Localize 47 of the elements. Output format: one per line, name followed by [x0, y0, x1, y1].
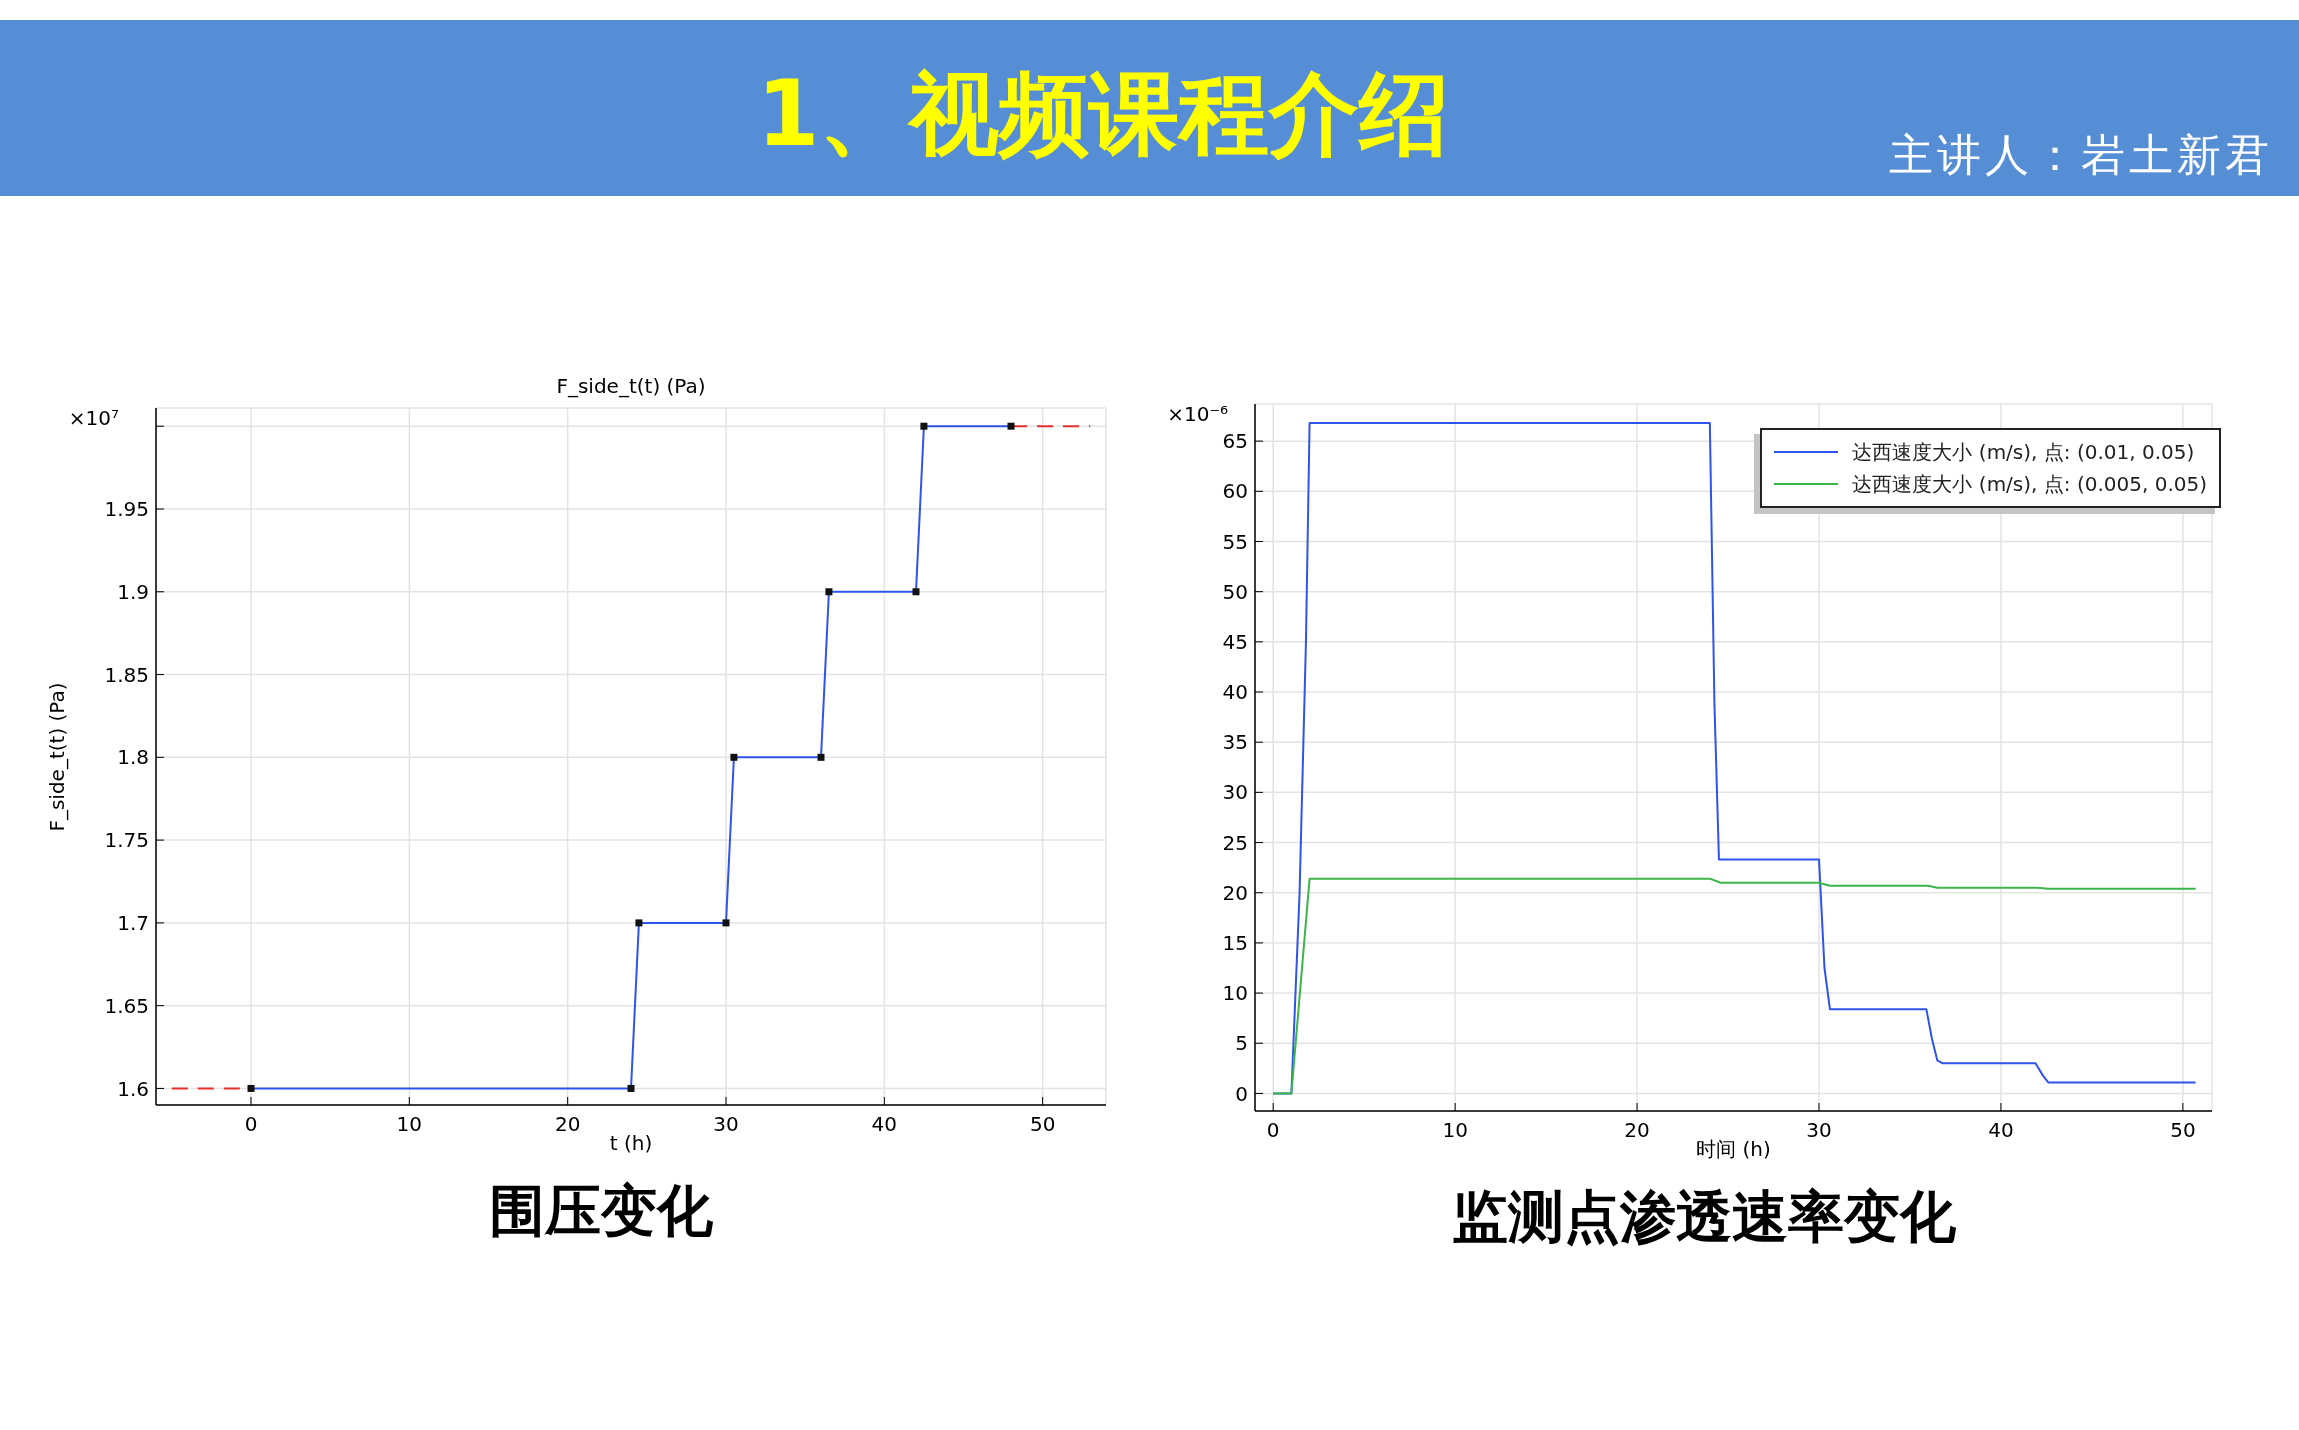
- x-tick-label: 30: [713, 1112, 739, 1137]
- legend-label: 达西速度大小 (m/s), 点: (0.005, 0.05): [1852, 470, 2207, 498]
- x-tick-label: 40: [871, 1112, 898, 1137]
- y-tick-label: 1.75: [104, 828, 149, 853]
- y-tick-label: 65: [1222, 429, 1248, 454]
- y-tick-label: 55: [1222, 529, 1248, 554]
- x-tick-label: 0: [244, 1112, 258, 1137]
- y-tick-label: 1.7: [117, 910, 149, 935]
- x-axis-title: t (h): [609, 1131, 653, 1155]
- y-tick-label: 1.95: [104, 497, 149, 522]
- y-tick-label: 1.9: [117, 579, 149, 604]
- x-tick-label: 20: [1624, 1118, 1650, 1143]
- text: 1、视频课程介绍: [756, 61, 1450, 166]
- x-axis-title: 时间 (h): [1696, 1137, 1771, 1161]
- y-tick-label: 15: [1222, 931, 1248, 956]
- x-tick-label: 50: [1029, 1112, 1056, 1137]
- x-tick-label: 30: [1806, 1118, 1832, 1143]
- y-tick-label: 60: [1222, 479, 1248, 504]
- x-tick-label: 40: [1988, 1118, 2014, 1143]
- y-tick-label: 50: [1222, 579, 1248, 604]
- text: 监测点渗透速率变化: [1451, 1184, 1956, 1249]
- chart-title: F_side_t(t) (Pa): [556, 374, 706, 398]
- y-tick-label: 40: [1222, 680, 1248, 705]
- x-tick-label: 10: [1442, 1118, 1468, 1143]
- line-series: [1272, 877, 2197, 1095]
- x-tick-label: 0: [1266, 1118, 1280, 1143]
- x-tick-label: 10: [396, 1112, 423, 1137]
- y-tick-label: 5: [1235, 1031, 1248, 1056]
- y-tick-label: 30: [1222, 780, 1248, 805]
- x-tick-label: 50: [2170, 1118, 2196, 1143]
- y-axis-title: F_side_t(t) (Pa): [45, 681, 69, 832]
- y-tick-label: 1.8: [117, 745, 149, 770]
- x-tick-label: 20: [554, 1112, 581, 1137]
- y-tick-label: 10: [1222, 981, 1248, 1006]
- y-tick-label: 1.65: [104, 993, 149, 1018]
- text: ×10⁷: [68, 406, 119, 430]
- y-tick-label: 1.6: [117, 1076, 149, 1101]
- y-tick-label: 35: [1222, 730, 1248, 755]
- y-tick-label: 1.85: [104, 662, 149, 687]
- y-tick-label: 0: [1235, 1081, 1248, 1106]
- text: 围压变化: [489, 1178, 713, 1243]
- text: ×10⁻⁶: [1167, 402, 1228, 426]
- y-tick-label: 45: [1222, 629, 1248, 654]
- y-tick-label: 25: [1222, 830, 1248, 855]
- legend-label: 达西速度大小 (m/s), 点: (0.01, 0.05): [1852, 438, 2195, 466]
- y-tick-label: 20: [1222, 880, 1248, 905]
- text: 主讲人：岩土新君: [1889, 129, 2273, 180]
